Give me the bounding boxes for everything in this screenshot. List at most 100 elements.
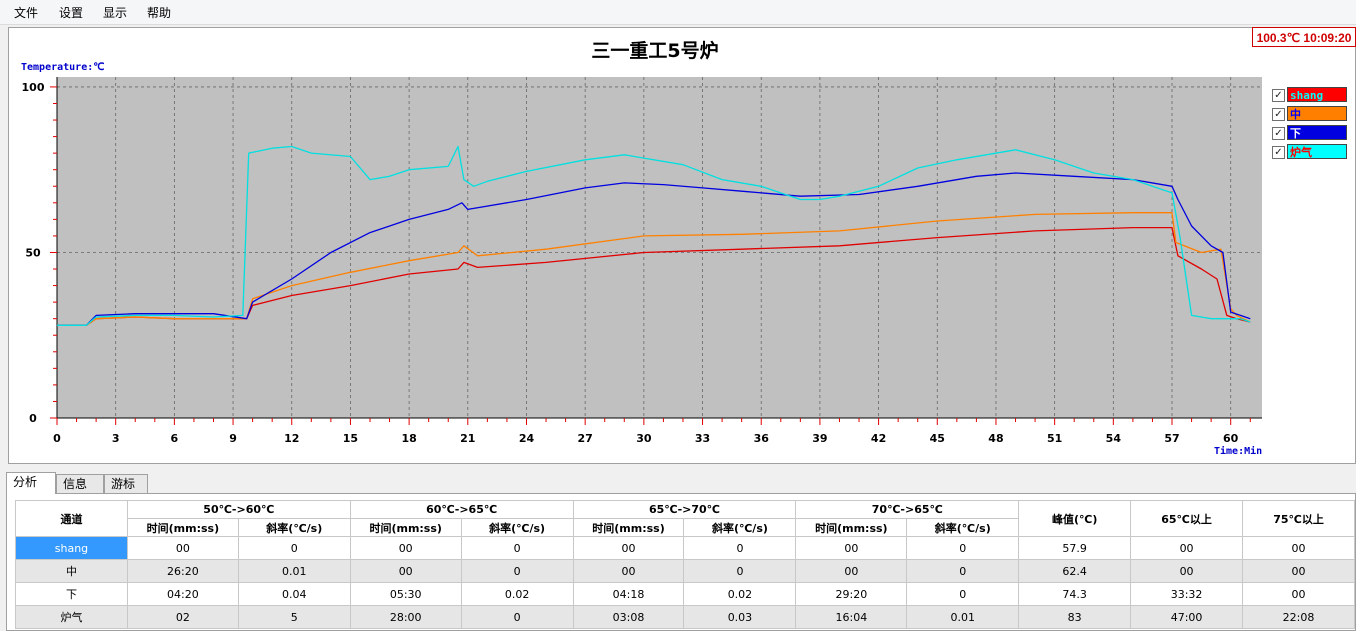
analysis-table: 通道 50℃->60℃ 60℃->65℃ 65℃->70℃ 70℃->65℃ 峰… — [15, 500, 1355, 629]
x-tick-label: 18 — [401, 432, 416, 445]
x-tick-label: 27 — [578, 432, 593, 445]
table-cell: 0.01 — [906, 605, 1020, 629]
table-cell: 22:08 — [1242, 605, 1355, 629]
chart-title: 三一重工5号炉 — [591, 40, 719, 62]
header-slope: 斜率(℃/s) — [683, 518, 797, 537]
x-tick-label: 0 — [53, 432, 61, 445]
x-tick-label: 30 — [636, 432, 652, 445]
menu-file[interactable]: 文件 — [14, 6, 39, 20]
table-cell: 74.3 — [1018, 582, 1132, 606]
table-cell: 00 — [1242, 559, 1355, 583]
table-cell: 29:20 — [795, 582, 908, 606]
table-cell: 00 — [349, 559, 462, 583]
legend-checkbox-xia[interactable]: ✓ — [1272, 127, 1285, 140]
table-row[interactable]: 炉气 02 5 28:00 0 03:08 0.03 16:04 0.01 83… — [15, 605, 1355, 629]
x-tick-label: 51 — [1047, 432, 1062, 445]
table-cell: 04:20 — [126, 582, 239, 606]
y-axis-label: Temperature:℃ — [21, 62, 105, 73]
legend-checkbox-shang[interactable]: ✓ — [1272, 89, 1285, 102]
table-cell: 0 — [460, 536, 574, 560]
legend-label-shang: shang — [1287, 87, 1347, 102]
header-slope: 斜率(℃/s) — [460, 518, 574, 537]
x-tick-label: 15 — [343, 432, 358, 445]
header-peak: 峰值(℃) — [1018, 500, 1132, 537]
x-tick-label: 42 — [871, 432, 886, 445]
legend-label-luqi: 炉气 — [1287, 144, 1347, 159]
header-group-65-70: 65℃->70℃ — [572, 500, 797, 519]
legend-label-xia: 下 — [1287, 125, 1347, 140]
table-cell: 00 — [349, 536, 462, 560]
header-group-60-65: 60℃->65℃ — [349, 500, 574, 519]
x-tick-label: 6 — [171, 432, 179, 445]
series-line-2 — [57, 172, 1251, 326]
menu-settings[interactable]: 设置 — [59, 6, 84, 20]
table-cell: 0 — [906, 582, 1020, 606]
table-cell: 0 — [460, 605, 574, 629]
table-cell: 83 — [1018, 605, 1132, 629]
header-above-65: 65℃以上 — [1130, 500, 1244, 537]
table-cell: 0.02 — [683, 582, 797, 606]
header-time: 时间(mm:ss) — [572, 518, 685, 537]
table-cell: 0 — [460, 559, 574, 583]
y-tick-label: 50 — [25, 246, 41, 259]
temperature-chart[interactable]: 0 3 6 9 12 15 18 21 24 27 30 33 36 39 42 45 48 51 54 57 6005… — [0, 0, 1356, 470]
table-cell: 00 — [1242, 582, 1355, 606]
x-tick-label: 39 — [812, 432, 827, 445]
table-cell: 00 — [572, 536, 685, 560]
menu-display[interactable]: 显示 — [103, 6, 128, 20]
x-axis-label: Time:Min — [1214, 446, 1263, 457]
table-cell: 03:08 — [572, 605, 685, 629]
x-tick-label: 36 — [754, 432, 770, 445]
table-cell: 0.04 — [237, 582, 351, 606]
table-cell: 00 — [1130, 536, 1244, 560]
legend-checkbox-luqi[interactable]: ✓ — [1272, 146, 1285, 159]
row-channel-name[interactable]: shang — [15, 536, 128, 560]
table-cell: 05:30 — [349, 582, 462, 606]
legend-label-zhong: 中 — [1287, 106, 1347, 121]
series-line-3 — [57, 145, 1251, 326]
x-tick-label: 57 — [1164, 432, 1179, 445]
table-cell: 16:04 — [795, 605, 908, 629]
table-cell: 0 — [683, 536, 797, 560]
table-cell: 00 — [1242, 536, 1355, 560]
header-slope: 斜率(℃/s) — [906, 518, 1020, 537]
table-cell: 0.03 — [683, 605, 797, 629]
tab-cursor[interactable]: 游标 — [104, 474, 148, 493]
table-cell: 5 — [237, 605, 351, 629]
temperature-time-readout: 100.3℃ 10:09:20 — [1252, 27, 1356, 47]
table-cell: 62.4 — [1018, 559, 1132, 583]
header-slope: 斜率(℃/s) — [237, 518, 351, 537]
table-cell: 00 — [126, 536, 239, 560]
header-above-75: 75℃以上 — [1242, 500, 1355, 537]
table-cell: 00 — [572, 559, 685, 583]
x-tick-label: 21 — [460, 432, 475, 445]
row-channel-name[interactable]: 中 — [15, 559, 128, 583]
x-tick-label: 12 — [284, 432, 299, 445]
tab-info[interactable]: 信息 — [56, 474, 104, 493]
table-row[interactable]: 中 26:20 0.01 00 0 00 0 00 0 62.4 00 00 — [15, 559, 1355, 583]
x-tick-label: 54 — [1106, 432, 1122, 445]
tab-analysis[interactable]: 分析 — [6, 472, 56, 494]
x-tick-label: 48 — [988, 432, 1003, 445]
row-channel-name[interactable]: 炉气 — [15, 605, 128, 629]
table-cell: 00 — [795, 536, 908, 560]
x-tick-label: 9 — [229, 432, 237, 445]
menu-help[interactable]: 帮助 — [147, 6, 172, 20]
table-cell: 0.02 — [460, 582, 574, 606]
table-cell: 26:20 — [126, 559, 239, 583]
table-cell: 0 — [906, 536, 1020, 560]
header-group-70-65: 70℃->65℃ — [795, 500, 1020, 519]
series-line-1 — [57, 212, 1251, 326]
x-tick-label: 3 — [112, 432, 120, 445]
table-cell: 0 — [237, 536, 351, 560]
table-row[interactable]: 下 04:20 0.04 05:30 0.02 04:18 0.02 29:20… — [15, 582, 1355, 606]
header-time: 时间(mm:ss) — [795, 518, 908, 537]
table-cell: 33:32 — [1130, 582, 1244, 606]
legend-checkbox-zhong[interactable]: ✓ — [1272, 108, 1285, 121]
row-channel-name[interactable]: 下 — [15, 582, 128, 606]
table-row[interactable]: shang 00 0 00 0 00 0 00 0 57.9 00 00 — [15, 536, 1355, 560]
table-cell: 0.01 — [237, 559, 351, 583]
table-cell: 04:18 — [572, 582, 685, 606]
header-channel: 通道 — [15, 500, 128, 537]
table-cell: 47:00 — [1130, 605, 1244, 629]
